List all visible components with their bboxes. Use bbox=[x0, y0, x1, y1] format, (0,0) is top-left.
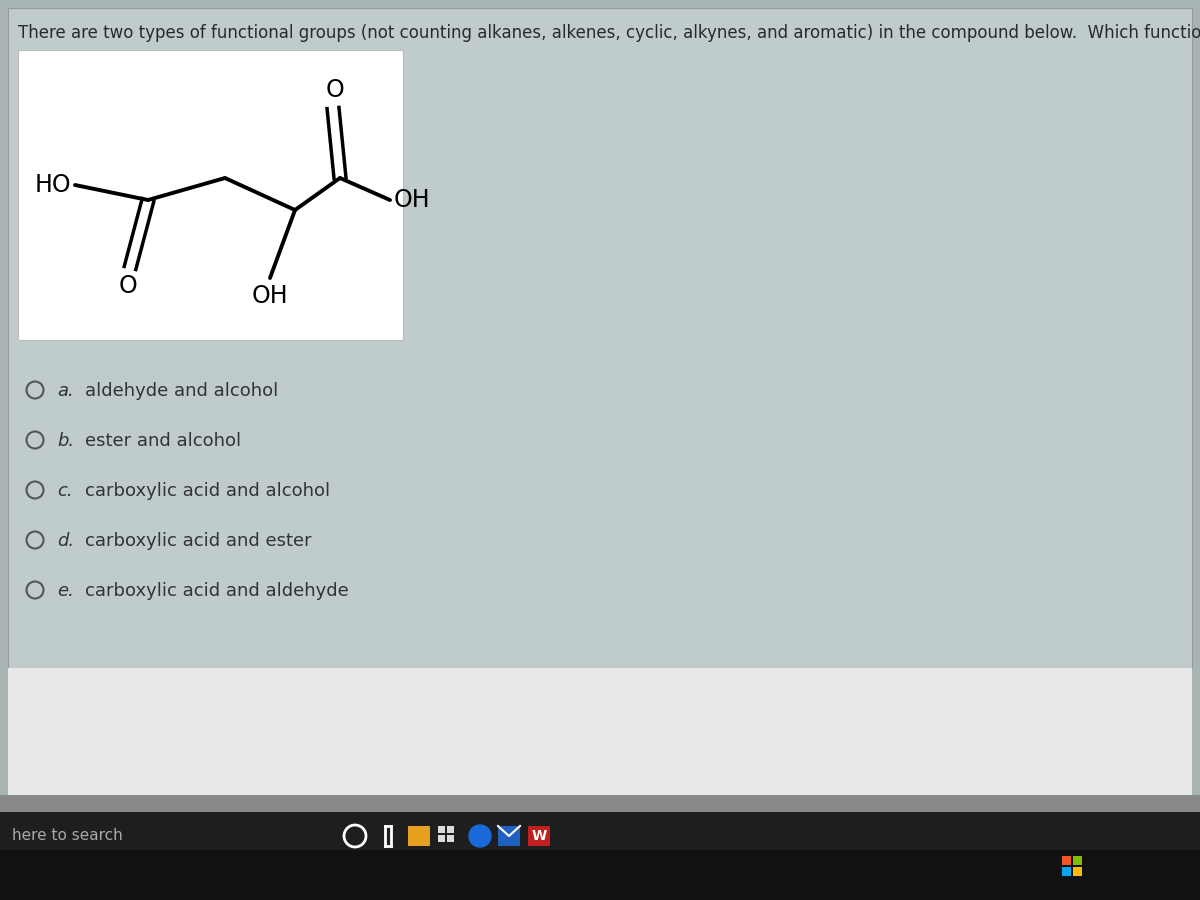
Text: here to search: here to search bbox=[12, 829, 122, 843]
FancyBboxPatch shape bbox=[408, 826, 430, 846]
FancyBboxPatch shape bbox=[8, 8, 1192, 668]
Text: ester and alcohol: ester and alcohol bbox=[85, 432, 241, 450]
FancyBboxPatch shape bbox=[1073, 867, 1082, 876]
FancyBboxPatch shape bbox=[528, 826, 550, 846]
Text: c.: c. bbox=[58, 482, 73, 500]
FancyBboxPatch shape bbox=[446, 835, 454, 842]
Text: W: W bbox=[532, 829, 547, 843]
FancyBboxPatch shape bbox=[0, 795, 1200, 850]
Circle shape bbox=[469, 825, 491, 847]
Text: carboxylic acid and alcohol: carboxylic acid and alcohol bbox=[85, 482, 330, 500]
FancyBboxPatch shape bbox=[1073, 856, 1082, 865]
Text: b.: b. bbox=[58, 432, 74, 450]
FancyBboxPatch shape bbox=[446, 826, 454, 833]
Text: There are two types of functional groups (not counting alkanes, alkenes, cyclic,: There are two types of functional groups… bbox=[18, 24, 1200, 42]
FancyBboxPatch shape bbox=[0, 850, 1200, 900]
Text: O: O bbox=[119, 274, 137, 298]
Text: carboxylic acid and aldehyde: carboxylic acid and aldehyde bbox=[85, 582, 349, 600]
FancyBboxPatch shape bbox=[438, 835, 445, 842]
Text: carboxylic acid and ester: carboxylic acid and ester bbox=[85, 532, 312, 550]
FancyBboxPatch shape bbox=[8, 668, 1192, 798]
FancyBboxPatch shape bbox=[18, 50, 403, 340]
Text: OH: OH bbox=[252, 284, 288, 308]
FancyBboxPatch shape bbox=[0, 812, 1200, 867]
FancyBboxPatch shape bbox=[1062, 856, 1072, 865]
Text: O: O bbox=[325, 78, 344, 102]
Text: d.: d. bbox=[58, 532, 74, 550]
Text: e.: e. bbox=[58, 582, 74, 600]
Text: e: e bbox=[475, 829, 485, 843]
Text: aldehyde and alcohol: aldehyde and alcohol bbox=[85, 382, 278, 400]
Text: a.: a. bbox=[58, 382, 73, 400]
FancyBboxPatch shape bbox=[438, 826, 445, 833]
Text: HO: HO bbox=[35, 173, 71, 197]
FancyBboxPatch shape bbox=[1062, 867, 1072, 876]
FancyBboxPatch shape bbox=[498, 826, 520, 846]
Text: OH: OH bbox=[394, 188, 431, 212]
